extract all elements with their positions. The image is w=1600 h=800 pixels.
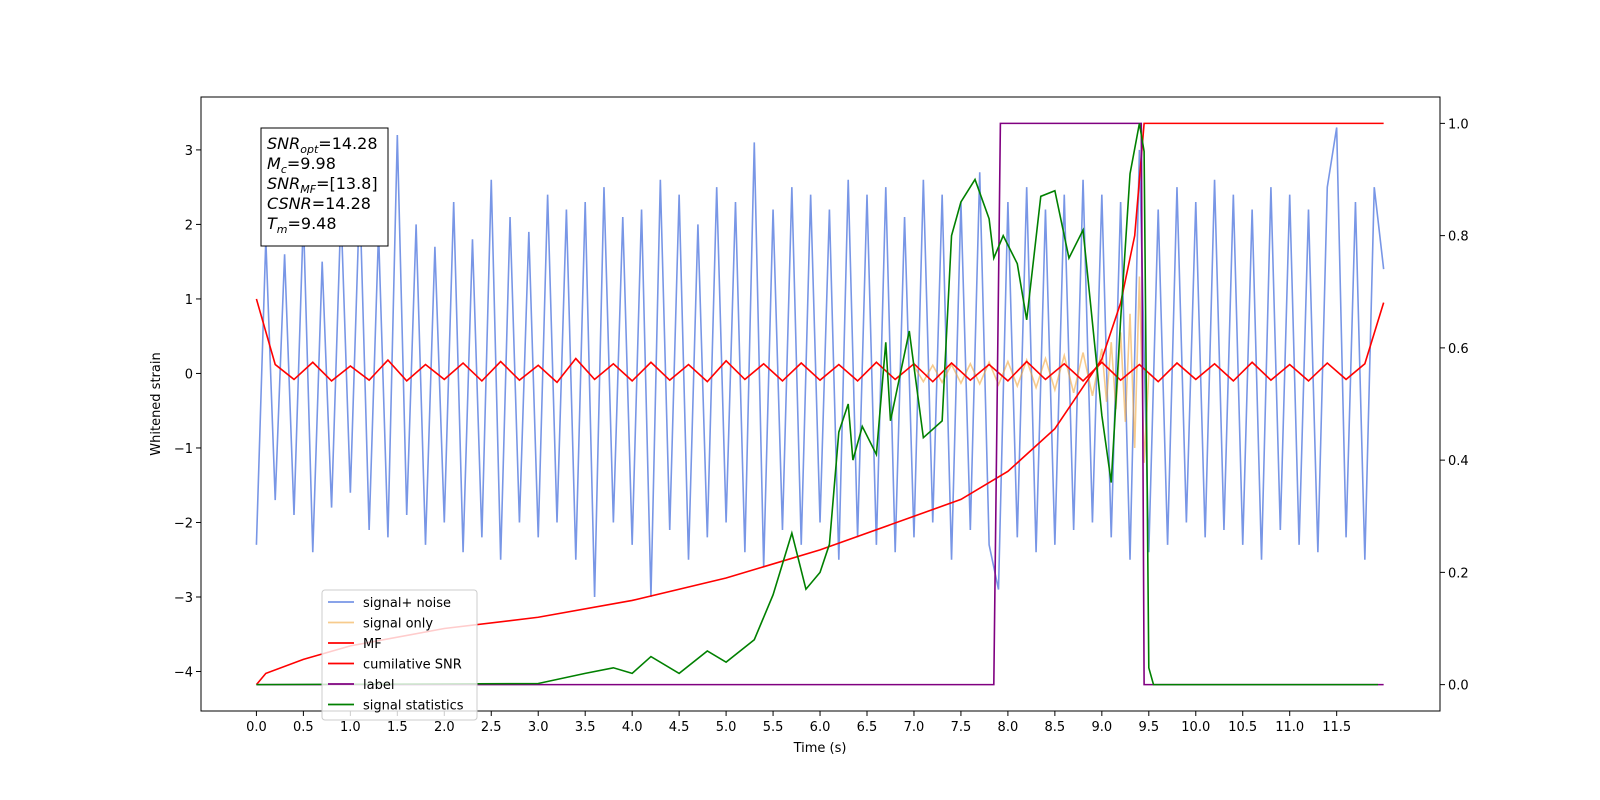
x-tick-label: 3.0	[528, 720, 549, 735]
x-tick-label: 4.5	[669, 720, 690, 735]
x-tick-label: 10.5	[1228, 720, 1257, 735]
annotation-value: =9.48	[288, 214, 337, 233]
annotation-value: =14.28	[318, 134, 377, 153]
annotation-line: CSNR=14.28	[267, 194, 371, 213]
legend-label: signal only	[363, 617, 433, 632]
annotation-sub: MF	[300, 183, 316, 196]
x-tick-label: 0.0	[246, 720, 267, 735]
y-tick-label: 0	[185, 367, 193, 382]
legend-label: signal statistics	[363, 699, 464, 714]
legend-label: cumilative SNR	[363, 658, 462, 673]
legend-label: signal+ noise	[363, 596, 451, 611]
y-tick-label: −1	[174, 442, 193, 457]
x-tick-label: 7.0	[904, 720, 925, 735]
series-line	[256, 123, 1378, 686]
x-tick-label: 3.5	[575, 720, 596, 735]
annotation-frame	[260, 127, 389, 247]
annotation-sub: c	[281, 163, 287, 176]
annotation-sub: opt	[300, 143, 319, 156]
y-tick-label: −4	[174, 666, 193, 681]
annotation-value: =[13.8]	[316, 174, 378, 193]
annotation-box: SNRopt=14.28Mc=9.98SNRMF=[13.8]CSNR=14.2…	[260, 127, 389, 247]
x-tick-label: 11.0	[1275, 720, 1304, 735]
y2-tick-label: 0.8	[1448, 230, 1469, 245]
series-line	[255, 298, 1385, 384]
x-tick-label: 9.0	[1091, 720, 1112, 735]
annotation-line: Tm=9.48	[267, 214, 337, 236]
annotation-symbol: SNR	[267, 174, 300, 193]
x-axis-label: Time (s)	[793, 741, 847, 756]
annotation-symbol: M	[267, 154, 281, 173]
annotation-line: SNRopt=14.28	[267, 134, 378, 156]
annotation-sub: m	[277, 223, 288, 236]
y2-tick-label: 0.6	[1448, 342, 1469, 357]
x-tick-label: 8.5	[1045, 720, 1066, 735]
x-tick-label: 10.0	[1181, 720, 1210, 735]
x-tick-label: 1.5	[387, 720, 408, 735]
y-axis-label: Whitened strain	[149, 352, 164, 455]
y2-tick-label: 1.0	[1448, 117, 1469, 132]
x-tick-label: 1.0	[340, 720, 361, 735]
annotation-value: =9.98	[287, 154, 336, 173]
y-tick-label: 1	[185, 293, 193, 308]
series-line	[913, 276, 1150, 463]
x-tick-label: 6.0	[810, 720, 831, 735]
x-tick-label: 7.5	[951, 720, 972, 735]
x-tick-label: 9.5	[1138, 720, 1159, 735]
annotation-line: SNRMF=[13.8]	[267, 174, 378, 196]
annotation-symbol: T	[267, 214, 278, 233]
legend-label: label	[363, 678, 394, 693]
annotation-symbol: SNR	[267, 134, 300, 153]
y2-tick-label: 0.4	[1448, 454, 1469, 469]
y-tick-label: 2	[185, 218, 193, 233]
x-tick-label: 6.5	[857, 720, 878, 735]
y2-tick-label: 0.0	[1448, 679, 1469, 694]
x-tick-label: 0.5	[293, 720, 314, 735]
y-tick-label: −3	[174, 591, 193, 606]
x-tick-label: 11.5	[1322, 720, 1351, 735]
legend-frame	[321, 589, 478, 721]
x-tick-label: 4.0	[622, 720, 643, 735]
legend: signal+ noise signal only MF cumilative SNR…	[321, 589, 478, 721]
legend-label: MF	[363, 637, 382, 652]
y-tick-label: 3	[185, 144, 193, 159]
annotation-value: =14.28	[312, 194, 371, 213]
annotation-symbol: CSNR	[267, 194, 312, 213]
x-tick-label: 2.5	[481, 720, 502, 735]
annotation-line: Mc=9.98	[267, 154, 336, 176]
y2-tick-label: 0.2	[1448, 566, 1469, 581]
x-tick-label: 5.5	[763, 720, 784, 735]
y-tick-label: −2	[174, 516, 193, 531]
series-line	[255, 127, 1385, 598]
x-tick-label: 2.0	[434, 720, 455, 735]
x-tick-label: 5.0	[716, 720, 737, 735]
x-tick-label: 8.0	[998, 720, 1019, 735]
